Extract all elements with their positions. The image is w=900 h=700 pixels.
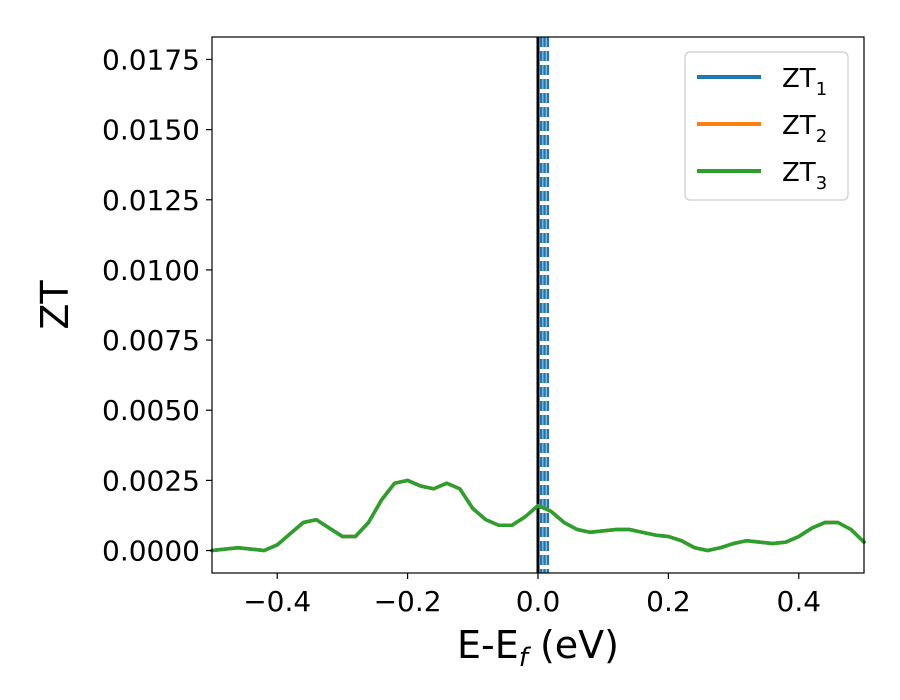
x-tick-label: −0.4 <box>243 585 311 618</box>
legend-label-1: ZT1 <box>782 64 827 100</box>
y-axis-label: ZT <box>33 280 77 330</box>
reference-lines <box>536 37 550 573</box>
x-tick-label: −0.2 <box>374 585 442 618</box>
legend-label-3: ZT3 <box>782 158 827 194</box>
y-axis: 0.0000 0.0025 0.0050 0.0075 0.0100 0.0125 0.01… <box>102 43 212 568</box>
x-tick-label: 0.4 <box>777 585 822 618</box>
y-tick-label: 0.0150 <box>102 114 200 147</box>
series-line-3 <box>210 478 866 553</box>
y-tick-label: 0.0000 <box>102 535 200 568</box>
series-lines <box>210 478 866 553</box>
y-tick-label: 0.0025 <box>102 464 200 497</box>
x-axis-label: E-Ef (eV) <box>457 623 619 673</box>
y-tick-label: 0.0100 <box>102 254 200 287</box>
x-tick-label: 0.2 <box>646 585 691 618</box>
y-tick-label: 0.0125 <box>102 184 200 217</box>
x-tick-label: 0.0 <box>516 585 561 618</box>
legend-box <box>684 51 849 201</box>
y-tick-label: 0.0175 <box>102 43 200 76</box>
legend-label-2: ZT2 <box>782 111 827 147</box>
y-tick-label: 0.0075 <box>102 324 200 357</box>
legend: ZT1 ZT2 ZT3 <box>684 51 849 201</box>
y-tick-label: 0.0050 <box>102 394 200 427</box>
x-axis: −0.4 −0.2 0.0 0.2 0.4 <box>243 573 821 618</box>
